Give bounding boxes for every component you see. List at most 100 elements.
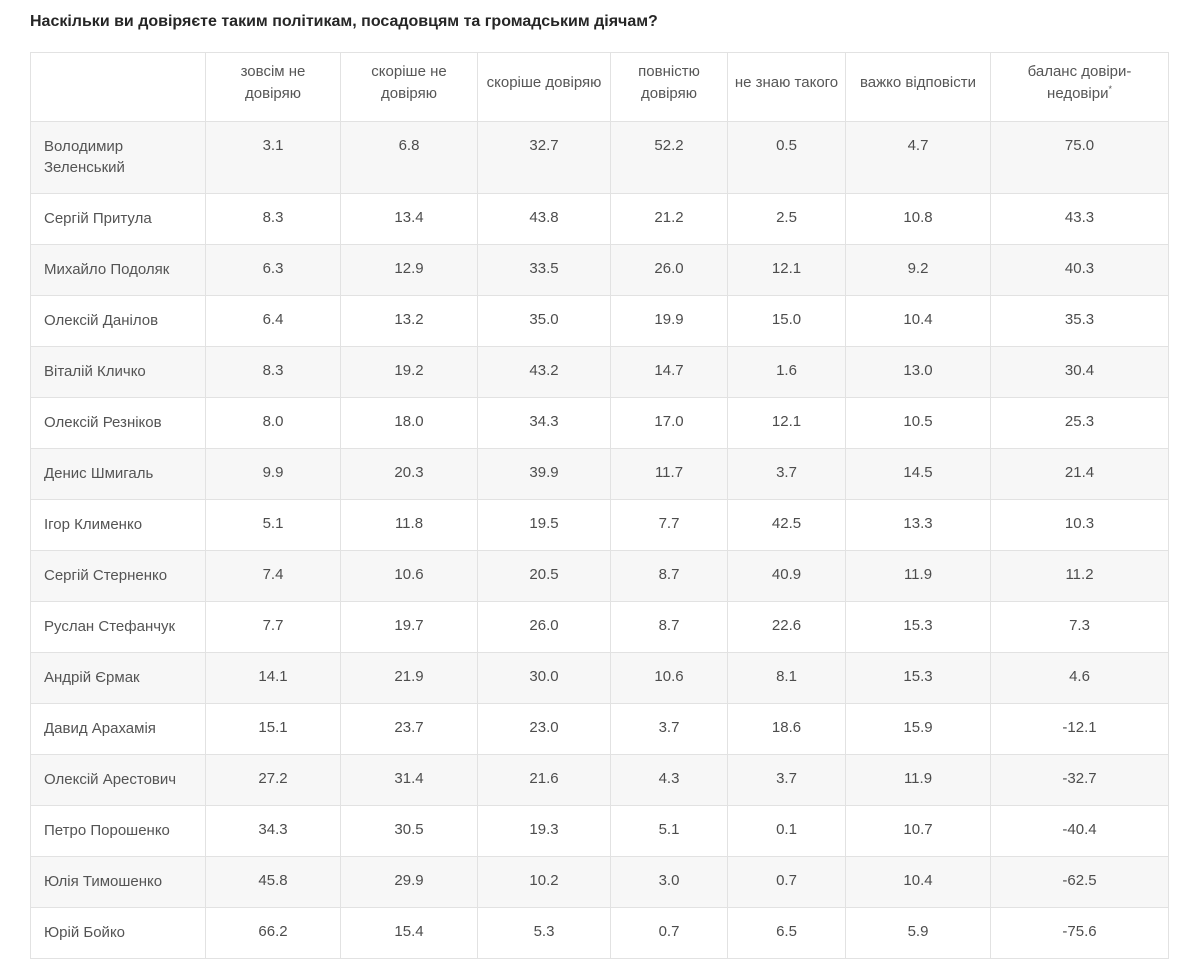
table-row: Юлія Тимошенко 45.8 29.9 10.2 3.0 0.7 10… — [30, 856, 1169, 908]
value-cell: 10.6 — [340, 550, 478, 602]
value-cell: 5.1 — [610, 805, 728, 857]
value-cell: 31.4 — [340, 754, 478, 806]
value-cell: 11.7 — [610, 448, 728, 500]
corner-cell — [30, 52, 206, 122]
table-row: Петро Порошенко 34.3 30.5 19.3 5.1 0.1 1… — [30, 805, 1169, 857]
value-cell: 27.2 — [205, 754, 341, 806]
value-cell: 2.5 — [727, 193, 846, 245]
value-cell: 15.4 — [340, 907, 478, 959]
value-cell: 15.3 — [845, 652, 991, 704]
value-cell: 35.3 — [990, 295, 1169, 347]
table-row: Віталій Кличко 8.3 19.2 43.2 14.7 1.6 13… — [30, 346, 1169, 398]
col-header-hard-to-answer: важко відповісти — [845, 52, 991, 122]
value-cell: 21.2 — [610, 193, 728, 245]
value-cell: 15.1 — [205, 703, 341, 755]
table-row: Давид Арахамія 15.1 23.7 23.0 3.7 18.6 1… — [30, 703, 1169, 755]
value-cell: 22.6 — [727, 601, 846, 653]
value-cell: 8.1 — [727, 652, 846, 704]
value-cell: 5.1 — [205, 499, 341, 551]
value-cell: 13.4 — [340, 193, 478, 245]
col-header-rather-no-trust: скоріше не довіряю — [340, 52, 478, 122]
value-cell: 7.4 — [205, 550, 341, 602]
value-cell: 0.1 — [727, 805, 846, 857]
value-cell: -75.6 — [990, 907, 1169, 959]
politician-name: Руслан Стефанчук — [30, 601, 206, 653]
value-cell: 11.9 — [845, 754, 991, 806]
value-cell: 0.7 — [610, 907, 728, 959]
value-cell: 0.7 — [727, 856, 846, 908]
politician-name: Михайло Подоляк — [30, 244, 206, 296]
value-cell: 43.3 — [990, 193, 1169, 245]
value-cell: 35.0 — [477, 295, 611, 347]
value-cell: 6.4 — [205, 295, 341, 347]
value-cell: 11.8 — [340, 499, 478, 551]
value-cell: -62.5 — [990, 856, 1169, 908]
value-cell: 15.3 — [845, 601, 991, 653]
value-cell: 8.7 — [610, 550, 728, 602]
value-cell: 7.7 — [610, 499, 728, 551]
value-cell: 7.3 — [990, 601, 1169, 653]
value-cell: 21.4 — [990, 448, 1169, 500]
value-cell: 66.2 — [205, 907, 341, 959]
table-row: Олексій Данілов 6.4 13.2 35.0 19.9 15.0 … — [30, 295, 1169, 347]
value-cell: 12.9 — [340, 244, 478, 296]
value-cell: 40.3 — [990, 244, 1169, 296]
value-cell: -12.1 — [990, 703, 1169, 755]
value-cell: 26.0 — [610, 244, 728, 296]
value-cell: 6.5 — [727, 907, 846, 959]
table-row: Ігор Клименко 5.1 11.8 19.5 7.7 42.5 13.… — [30, 499, 1169, 551]
value-cell: 10.4 — [845, 856, 991, 908]
value-cell: 21.6 — [477, 754, 611, 806]
value-cell: 45.8 — [205, 856, 341, 908]
value-cell: 21.9 — [340, 652, 478, 704]
value-cell: 32.7 — [477, 121, 611, 194]
politician-name: Олексій Резніков — [30, 397, 206, 449]
value-cell: 10.5 — [845, 397, 991, 449]
value-cell: 19.5 — [477, 499, 611, 551]
value-cell: 8.3 — [205, 193, 341, 245]
value-cell: 18.0 — [340, 397, 478, 449]
politician-name: Віталій Кличко — [30, 346, 206, 398]
trust-table: зовсім не довіряю скоріше не довіряю ско… — [30, 52, 1169, 959]
value-cell: 10.8 — [845, 193, 991, 245]
value-cell: 43.8 — [477, 193, 611, 245]
value-cell: 10.2 — [477, 856, 611, 908]
value-cell: 1.6 — [727, 346, 846, 398]
value-cell: 6.3 — [205, 244, 341, 296]
col-header-dont-know: не знаю такого — [727, 52, 846, 122]
table-header: зовсім не довіряю скоріше не довіряю ско… — [30, 52, 1169, 122]
table-row: Михайло Подоляк 6.3 12.9 33.5 26.0 12.1 … — [30, 244, 1169, 296]
value-cell: 3.0 — [610, 856, 728, 908]
table-row: Сергій Стерненко 7.4 10.6 20.5 8.7 40.9 … — [30, 550, 1169, 602]
value-cell: 3.7 — [610, 703, 728, 755]
value-cell: 30.4 — [990, 346, 1169, 398]
value-cell: 19.9 — [610, 295, 728, 347]
value-cell: 33.5 — [477, 244, 611, 296]
politician-name: Денис Шмигаль — [30, 448, 206, 500]
value-cell: 75.0 — [990, 121, 1169, 194]
politician-name: Олексій Данілов — [30, 295, 206, 347]
value-cell: 4.6 — [990, 652, 1169, 704]
col-header-balance: баланс довіри-недовіри* — [990, 52, 1169, 122]
value-cell: 8.0 — [205, 397, 341, 449]
value-cell: 7.7 — [205, 601, 341, 653]
value-cell: 10.6 — [610, 652, 728, 704]
table-row: Юрій Бойко 66.2 15.4 5.3 0.7 6.5 5.9 -75… — [30, 907, 1169, 959]
value-cell: 19.7 — [340, 601, 478, 653]
value-cell: 8.3 — [205, 346, 341, 398]
value-cell: 34.3 — [205, 805, 341, 857]
value-cell: 9.2 — [845, 244, 991, 296]
politician-name: Сергій Притула — [30, 193, 206, 245]
value-cell: 8.7 — [610, 601, 728, 653]
value-cell: -32.7 — [990, 754, 1169, 806]
politician-name: Сергій Стерненко — [30, 550, 206, 602]
value-cell: 6.8 — [340, 121, 478, 194]
table-row: Руслан Стефанчук 7.7 19.7 26.0 8.7 22.6 … — [30, 601, 1169, 653]
value-cell: 26.0 — [477, 601, 611, 653]
table-row: Денис Шмигаль 9.9 20.3 39.9 11.7 3.7 14.… — [30, 448, 1169, 500]
value-cell: 23.7 — [340, 703, 478, 755]
politician-name: Олексій Арестович — [30, 754, 206, 806]
value-cell: 23.0 — [477, 703, 611, 755]
value-cell: 11.9 — [845, 550, 991, 602]
